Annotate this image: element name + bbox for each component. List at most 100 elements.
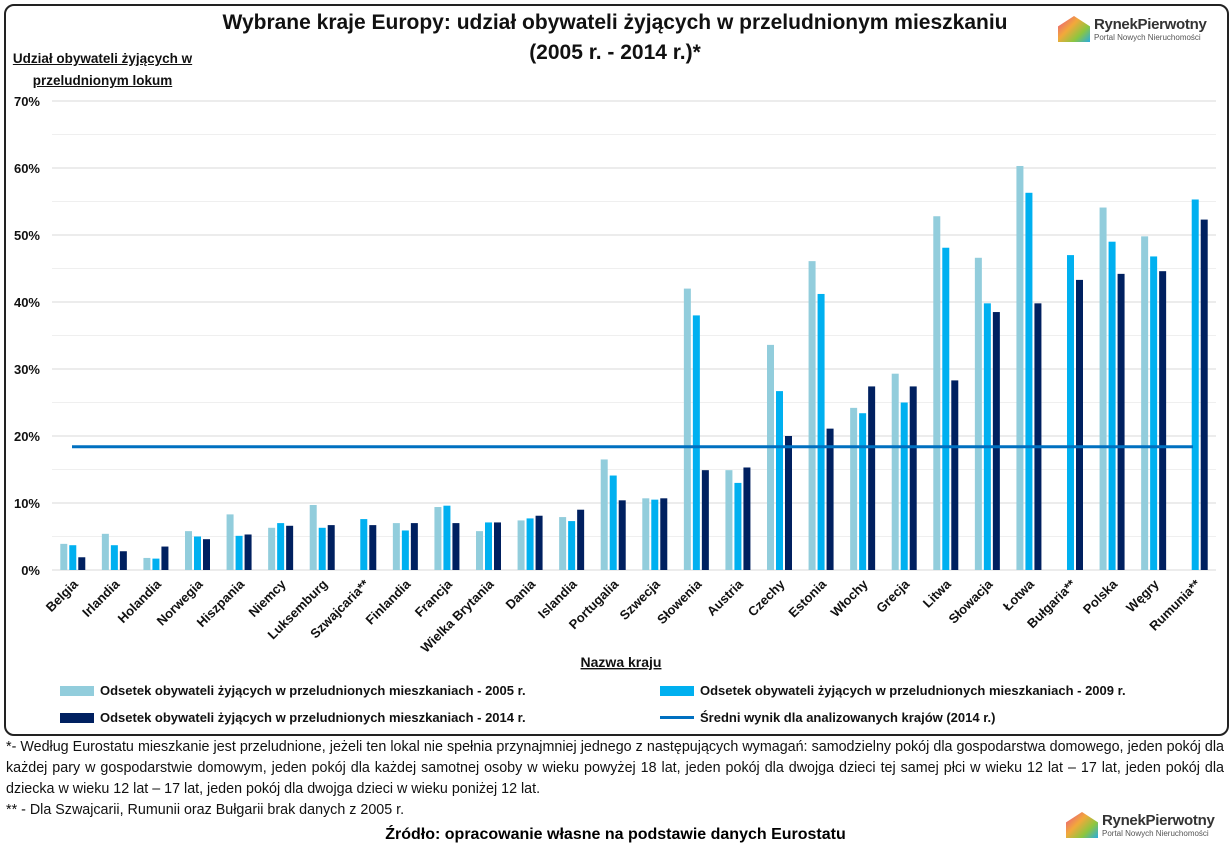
- bar-Austria-2014: [743, 467, 751, 570]
- bar-Finlandia-2009: [401, 530, 409, 570]
- bar-Holandia-2014: [161, 546, 169, 570]
- bar-Szwecja-2009: [651, 499, 659, 570]
- bar-Szwajcaria-2009: [360, 519, 368, 570]
- bar-Słowacja-2005: [974, 257, 982, 570]
- bar-Grecja-2009: [900, 402, 908, 570]
- bar-Słowacja-2009: [983, 303, 991, 570]
- bar-Estonia-2014: [826, 428, 834, 570]
- bar-Islandia-2009: [568, 521, 576, 570]
- bar-Austria-2005: [725, 470, 733, 570]
- legend-label: Odsetek obywateli żyjących w przeludnion…: [100, 710, 526, 725]
- bar-Łotwa-2005: [1016, 165, 1024, 571]
- bar-Czechy-2014: [785, 436, 792, 570]
- x-tick-label: Grecja: [873, 576, 913, 616]
- bar-Hiszpania-2005: [226, 514, 234, 570]
- bar-Dania-2009: [526, 518, 534, 570]
- bar-Norwegia-2009: [194, 536, 201, 570]
- x-tick-label: Włochy: [827, 576, 871, 620]
- footnote-1: *- Według Eurostatu mieszkanie jest prze…: [6, 739, 1224, 797]
- x-tick-label: Wielka Brytania: [418, 576, 498, 656]
- bar-Wielka Brytania-2005: [476, 531, 483, 570]
- bar-Grecja-2014: [909, 386, 917, 570]
- bar-Norwegia-2005: [185, 531, 192, 570]
- bar-Austria-2009: [734, 482, 742, 570]
- bar-Rumunia-2009: [1191, 199, 1199, 571]
- bar-Litwa-2005: [933, 216, 941, 571]
- logo-subtitle: Portal Nowych Nieruchomości: [1094, 33, 1201, 42]
- bar-Portugalia-2005: [600, 459, 608, 570]
- house-logo-icon: [1066, 812, 1098, 838]
- x-tick-label: Węgry: [1123, 576, 1162, 615]
- legend-item-average: Średni wynik dla analizowanych krajów (2…: [660, 710, 996, 725]
- legend-item-2009: Odsetek obywateli żyjących w przeludnion…: [660, 683, 1126, 698]
- bar-Luksemburg-2014: [327, 525, 335, 570]
- x-tick-label: Czechy: [745, 576, 788, 619]
- bar-Łotwa-2014: [1034, 303, 1042, 570]
- logo-bottom: RynekPierwotny Portal Nowych Nieruchomośc…: [1066, 812, 1215, 838]
- x-tick-label: Polska: [1080, 576, 1121, 617]
- bar-Hiszpania-2014: [244, 534, 252, 570]
- bar-Litwa-2014: [951, 380, 959, 570]
- bar-Włochy-2005: [850, 407, 858, 570]
- bar-Estonia-2009: [817, 293, 825, 570]
- bar-Czechy-2005: [767, 344, 774, 570]
- bar-Francja-2014: [452, 523, 460, 570]
- footnotes: *- Według Eurostatu mieszkanie jest prze…: [6, 737, 1224, 821]
- x-tick-label: Estonia: [785, 576, 829, 620]
- bar-Norwegia-2014: [203, 539, 210, 570]
- bar-Węgry-2009: [1150, 256, 1158, 570]
- bar-Niemcy-2005: [268, 527, 276, 570]
- bar-Holandia-2009: [152, 558, 160, 570]
- bar-Estonia-2005: [808, 261, 816, 570]
- x-tick-label: Belgia: [43, 576, 82, 615]
- chart-title: Wybrane kraje Europy: udział obywateli ż…: [150, 8, 1080, 68]
- legend-swatch: [660, 685, 694, 696]
- x-tick-label: Łotwa: [1000, 576, 1038, 614]
- y-tick-label: 50%: [14, 228, 40, 243]
- legend-swatch: [60, 685, 94, 696]
- source-text: Źródło: opracowanie własne na podstawie …: [385, 826, 846, 843]
- bar-Dania-2014: [535, 515, 543, 570]
- logo-top: RynekPierwotny Portal Nowych Nieruchomośc…: [1058, 16, 1207, 42]
- bar-Irlandia-2005: [101, 533, 109, 570]
- bar-Czechy-2009: [776, 391, 783, 570]
- logo-subtitle: Portal Nowych Nieruchomości: [1102, 829, 1209, 838]
- y-tick-label: 60%: [14, 161, 40, 176]
- bar-Luksemburg-2005: [309, 505, 317, 570]
- bar-Słowenia-2005: [683, 288, 691, 570]
- bar-Luksemburg-2009: [318, 527, 326, 570]
- bar-Francja-2005: [434, 507, 442, 570]
- x-tick-label: Słowacja: [946, 576, 996, 626]
- legend-label: Średni wynik dla analizowanych krajów (2…: [700, 710, 996, 725]
- bar-Włochy-2009: [859, 413, 867, 570]
- bar-Słowenia-2009: [692, 315, 700, 570]
- y-tick-label: 0%: [21, 563, 40, 578]
- bar-Litwa-2009: [942, 247, 950, 571]
- bar-Słowenia-2014: [701, 470, 709, 570]
- bar-Irlandia-2014: [119, 551, 127, 570]
- bar-Polska-2014: [1117, 273, 1125, 570]
- x-tick-label: Austria: [704, 576, 747, 619]
- bar-Finlandia-2014: [410, 523, 418, 570]
- x-tick-label: Słowenia: [654, 576, 705, 627]
- bar-Słowacja-2014: [992, 312, 1000, 570]
- bar-Polska-2005: [1099, 207, 1107, 570]
- bar-Finlandia-2005: [392, 523, 400, 570]
- title-line-2: (2005 r. - 2014 r.)*: [529, 41, 701, 64]
- y-axis-label-line-2: przeludnionym lokum: [32, 73, 173, 88]
- bar-Bułgaria-2014: [1076, 279, 1083, 570]
- logo-name: RynekPierwotny: [1094, 16, 1207, 33]
- bar-Rumunia-2014: [1200, 219, 1208, 570]
- bar-Węgry-2005: [1141, 236, 1149, 570]
- bar-Wielka Brytania-2009: [485, 522, 492, 570]
- bar-Szwecja-2005: [642, 498, 650, 570]
- bar-Portugalia-2009: [609, 475, 617, 570]
- title-line-1: Wybrane kraje Europy: udział obywateli ż…: [222, 11, 1008, 34]
- footnote-2: ** - Dla Szwajcarii, Rumunii oraz Bułgar…: [6, 802, 405, 818]
- bar-Węgry-2014: [1159, 271, 1167, 570]
- bar-Dania-2005: [517, 520, 525, 570]
- bar-Francja-2009: [443, 505, 451, 570]
- legend-item-2014: Odsetek obywateli żyjących w przeludnion…: [60, 710, 526, 725]
- bar-Szwecja-2014: [660, 498, 668, 570]
- x-tick-label: Litwa: [920, 576, 955, 611]
